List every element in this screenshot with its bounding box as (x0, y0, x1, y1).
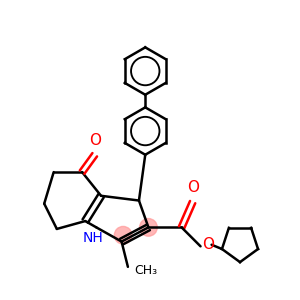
Circle shape (140, 218, 157, 236)
Text: NH: NH (83, 231, 104, 245)
Text: CH₃: CH₃ (134, 263, 157, 277)
Text: O: O (89, 134, 101, 148)
Text: O: O (187, 180, 199, 195)
Circle shape (114, 226, 132, 244)
Text: O: O (202, 237, 214, 252)
